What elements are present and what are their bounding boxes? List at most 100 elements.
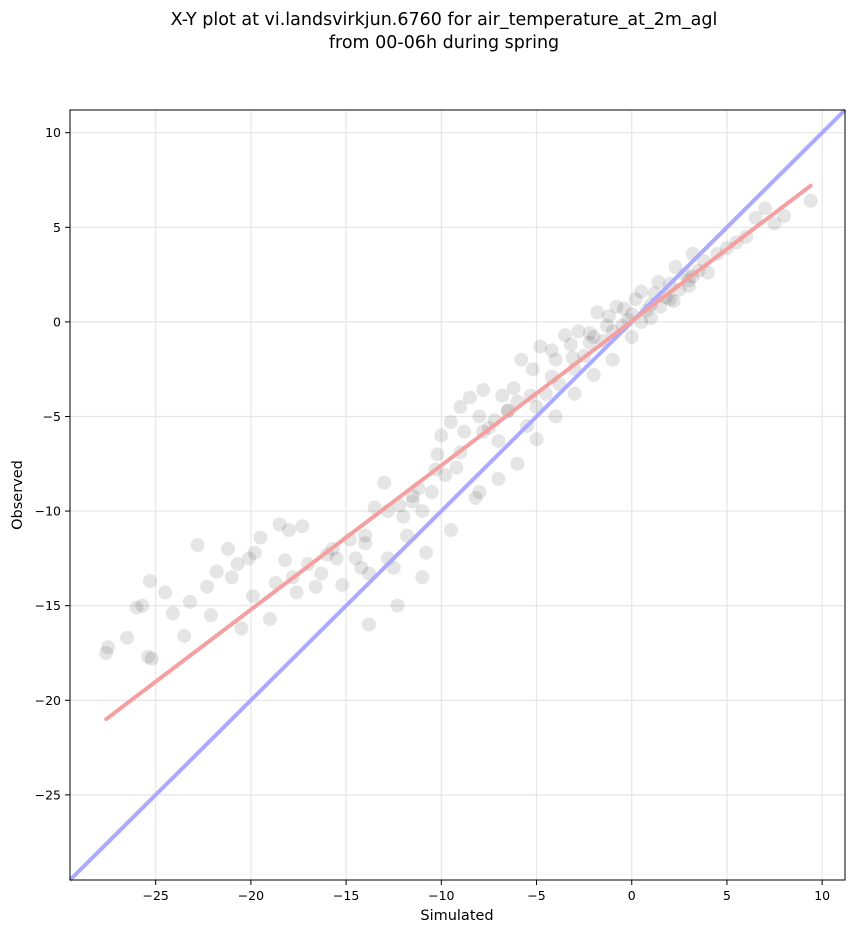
data-point: [582, 326, 597, 341]
data-point: [335, 577, 350, 592]
data-point: [158, 585, 173, 600]
x-axis-ticks: −25 −20 −15 −10 −5 0 5 10: [142, 880, 830, 903]
data-point: [377, 475, 392, 490]
data-point: [506, 381, 521, 396]
data-point: [182, 594, 197, 609]
data-point: [443, 523, 458, 537]
data-point: [247, 545, 262, 560]
y-tick-label: −15: [35, 598, 61, 613]
data-point: [529, 432, 544, 447]
data-point: [135, 598, 150, 613]
data-point: [434, 428, 449, 443]
data-point: [586, 330, 601, 345]
data-point: [144, 651, 159, 666]
data-point: [525, 362, 540, 377]
data-point: [358, 528, 373, 543]
data-point: [468, 490, 483, 505]
data-point: [590, 305, 605, 320]
data-point: [453, 400, 468, 415]
data-point: [548, 352, 563, 367]
trend-lines: [68, 108, 847, 882]
data-point: [314, 566, 329, 581]
x-tick-label: −25: [142, 888, 168, 903]
data-point: [354, 560, 369, 575]
data-point: [700, 265, 715, 280]
y-tick-label: −5: [43, 409, 61, 424]
data-point: [472, 485, 487, 500]
data-point: [234, 621, 249, 636]
x-tick-label: 10: [814, 888, 830, 903]
data-point: [101, 640, 116, 655]
data-point: [262, 611, 277, 626]
data-point: [295, 519, 310, 534]
data-point: [777, 208, 792, 223]
data-point: [289, 585, 304, 600]
data-point: [424, 485, 439, 500]
data-point: [200, 579, 215, 594]
data-point: [405, 488, 420, 503]
grid: [70, 110, 845, 880]
data-point: [203, 608, 218, 623]
data-point: [142, 574, 157, 589]
data-point: [272, 517, 287, 532]
data-point: [491, 434, 506, 449]
x-tick-label: −20: [238, 888, 264, 903]
scatter-points: [99, 193, 818, 666]
data-point: [605, 352, 620, 367]
x-tick-label: 0: [628, 888, 636, 903]
data-point: [668, 260, 683, 275]
data-point: [803, 193, 818, 208]
data-point: [99, 645, 114, 660]
data-point: [165, 606, 180, 621]
data-point: [141, 649, 156, 664]
identity-line: [68, 108, 847, 882]
data-point: [396, 509, 411, 524]
data-point: [563, 337, 578, 352]
data-point: [748, 210, 763, 225]
data-point: [438, 468, 453, 483]
data-point: [666, 294, 681, 309]
data-point: [617, 301, 632, 316]
data-point: [624, 330, 639, 345]
chart-subtitle: from 00-06h during spring: [329, 33, 559, 53]
data-point: [230, 557, 245, 572]
data-point: [571, 324, 586, 339]
data-point: [390, 598, 405, 613]
data-point: [567, 386, 582, 401]
data-point: [209, 564, 224, 579]
data-point: [634, 284, 649, 299]
chart-title: X-Y plot at vi.landsvirkjun.6760 for air…: [171, 10, 718, 30]
y-axis-label: Observed: [10, 460, 26, 530]
data-point: [628, 292, 643, 307]
data-point: [651, 275, 666, 290]
data-point: [329, 551, 344, 566]
data-point: [241, 551, 256, 566]
y-tick-label: −10: [35, 504, 61, 519]
data-point: [430, 447, 445, 462]
data-point: [491, 471, 506, 486]
data-point: [120, 630, 135, 645]
data-point: [472, 409, 487, 424]
data-point: [419, 545, 434, 560]
y-tick-label: 5: [53, 220, 61, 235]
data-point: [361, 617, 376, 632]
data-point: [253, 530, 268, 545]
data-point: [586, 367, 601, 382]
x-tick-label: −10: [428, 888, 454, 903]
x-tick-label: −15: [333, 888, 359, 903]
y-tick-label: 10: [45, 125, 61, 140]
data-point: [415, 504, 430, 519]
x-axis-label: Simulated: [420, 908, 493, 924]
data-point: [177, 628, 192, 643]
data-point: [358, 536, 373, 551]
data-point: [548, 409, 563, 424]
data-point: [278, 553, 293, 568]
y-tick-label: 0: [53, 314, 61, 329]
data-point: [544, 343, 559, 358]
data-point: [514, 352, 529, 367]
data-point: [582, 335, 597, 350]
data-point: [443, 415, 458, 430]
data-point: [415, 570, 430, 585]
data-point: [281, 523, 296, 537]
